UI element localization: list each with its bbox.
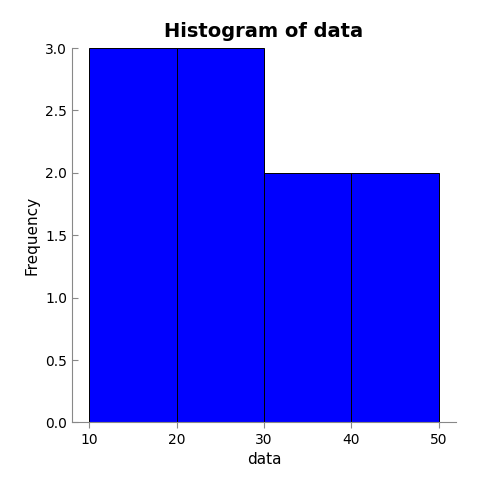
Bar — [351, 173, 439, 422]
Title: Histogram of data: Histogram of data — [165, 22, 363, 41]
Bar — [264, 173, 351, 422]
Bar — [177, 48, 264, 422]
Y-axis label: Frequency: Frequency — [24, 196, 39, 275]
X-axis label: data: data — [247, 452, 281, 468]
Bar — [89, 48, 177, 422]
